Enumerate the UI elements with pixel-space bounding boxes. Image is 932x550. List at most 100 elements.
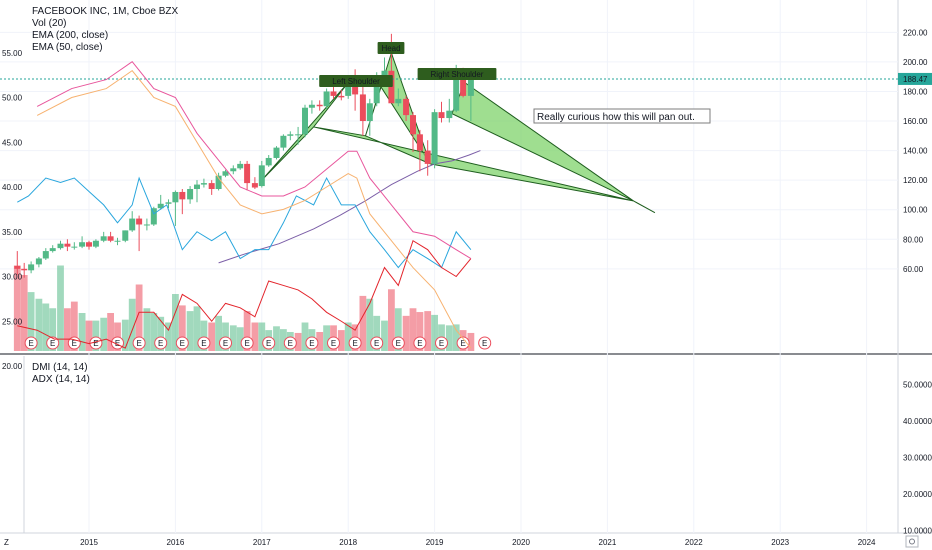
left-shoulder-label-bg [319, 75, 393, 87]
volume-bar [373, 315, 381, 351]
earnings-marker-label: E [352, 339, 357, 348]
candle-body [295, 134, 302, 136]
settings-gear-icon-inner [909, 538, 915, 545]
volume-bar [178, 305, 186, 351]
dmi-series-line [36, 69, 472, 349]
earnings-marker [175, 336, 189, 350]
candle-body [100, 236, 107, 241]
x-tick-label: 2016 [167, 538, 185, 547]
volume-bar [229, 325, 237, 351]
left-shoulder-label: Left Shoulder [332, 77, 380, 86]
candle-body [28, 264, 35, 271]
volume-bar [27, 292, 35, 351]
x-tick-label: 2020 [512, 538, 530, 547]
price-badge: 188.47 [903, 75, 928, 84]
candle-body [446, 110, 453, 119]
candle-body [230, 168, 237, 172]
earnings-marker-label: E [460, 339, 465, 348]
candle-body [381, 70, 388, 76]
dmi-right-tick-label: 30.0000 [903, 454, 932, 463]
volume-bar [416, 312, 424, 351]
head-label: Head [381, 44, 400, 53]
volume-bar [200, 320, 208, 351]
annotation-text: Really curious how this will pan out. [537, 112, 695, 123]
earnings-marker [197, 336, 211, 350]
candle-body [64, 243, 71, 247]
legend-dmi: DMI (14, 14) [32, 362, 88, 373]
dmi-left-tick-label: 50.00 [2, 94, 23, 103]
dmi-left-tick-label: 25.00 [2, 317, 23, 326]
volume-bar [280, 329, 287, 351]
volume-bar [388, 289, 395, 351]
price-badge-bg [898, 72, 932, 85]
ema-line [218, 150, 481, 264]
candle-body [150, 208, 157, 225]
earnings-marker [370, 336, 384, 350]
candle-body [208, 183, 215, 190]
candle-body [222, 171, 229, 176]
volume-bar [208, 322, 216, 351]
volume-bar [64, 308, 71, 351]
volume-bar [92, 320, 100, 351]
candle-body [79, 242, 86, 247]
volume-bar [273, 326, 280, 351]
volume-bar [445, 325, 453, 351]
earnings-marker [132, 336, 146, 350]
volume-bar [157, 316, 165, 351]
earnings-marker [283, 336, 297, 350]
candle-body [467, 79, 474, 96]
candle-body [316, 104, 323, 107]
x-tick-label: 2021 [599, 538, 617, 547]
earnings-marker [327, 336, 341, 350]
earnings-marker [219, 336, 233, 350]
volume-bar [107, 313, 114, 351]
candle-body [395, 98, 402, 104]
volume-bar [121, 319, 129, 351]
earnings-marker-label: E [136, 339, 141, 348]
earnings-marker [154, 336, 168, 350]
candle-body [302, 107, 308, 135]
earnings-marker-label: E [93, 339, 98, 348]
earnings-marker-label: E [115, 339, 120, 348]
candle-body [21, 268, 28, 271]
candle-body [431, 112, 438, 164]
x-tick-label: 2024 [858, 538, 876, 547]
x-tick-label: 2022 [685, 538, 703, 547]
candle-body [359, 94, 366, 122]
candle-body [92, 240, 99, 247]
earnings-marker-label: E [72, 339, 77, 348]
price-tick-label: 140.00 [903, 147, 928, 156]
candle-body [388, 70, 395, 104]
candle-body [86, 242, 92, 247]
candle-body [114, 240, 121, 242]
volume-bar [85, 320, 93, 351]
price-tick-label: 200.00 [903, 58, 928, 67]
candle-body [136, 218, 143, 225]
earnings-marker [46, 336, 60, 350]
candle-body [57, 243, 64, 249]
candle-body [244, 163, 251, 184]
volume-bar [243, 311, 251, 351]
volume-bar [294, 332, 302, 351]
price-tick-label: 120.00 [903, 176, 928, 185]
earnings-marker [456, 336, 470, 350]
candle-body [438, 112, 445, 119]
candle-body [280, 135, 287, 148]
candle-body [273, 147, 280, 158]
candle-body [345, 82, 352, 96]
dmi-right-tick-label: 20.0000 [903, 490, 932, 499]
candle-body [366, 103, 373, 122]
earnings-marker [435, 336, 449, 350]
legend-ema200: EMA (200, close) [32, 30, 108, 41]
dmi-left-tick-label: 35.00 [2, 228, 23, 237]
candle-body [460, 72, 467, 96]
dmi-right-tick-label: 50.0000 [903, 381, 932, 390]
candle-body [352, 82, 359, 95]
earnings-marker [262, 336, 276, 350]
dmi-right-tick-label: 40.0000 [903, 417, 932, 426]
volume-bar [467, 332, 475, 351]
volume-bar [359, 295, 367, 351]
volume-bar [128, 298, 136, 351]
candle-body [251, 183, 258, 188]
